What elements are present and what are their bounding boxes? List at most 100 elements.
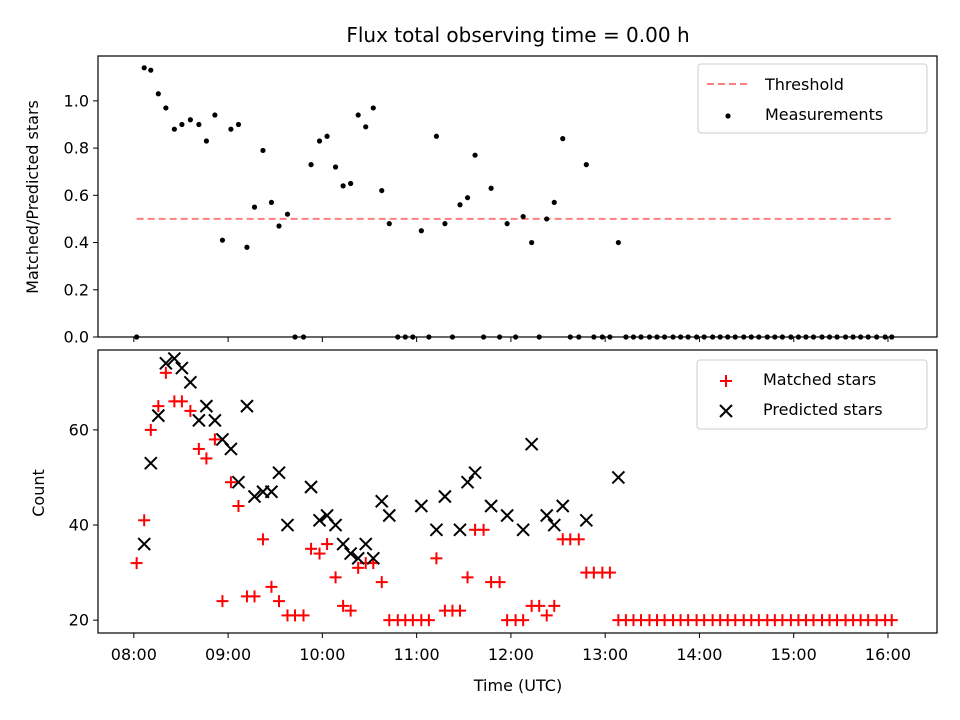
matched-point [272,595,285,608]
predicted-point-b [304,480,318,494]
predicted-point-b [199,399,214,413]
measurement-point [488,185,494,191]
matched-point [461,571,474,584]
predicted-point [382,508,397,523]
measurement-point [163,105,169,111]
matched-point [256,533,269,546]
matched-point [175,395,188,408]
matched-point [344,604,357,617]
measurement-point [529,239,535,246]
measurement-point [179,121,185,128]
predicted-point-b [159,356,173,371]
predicted-point [414,499,429,513]
predicted-point [264,485,279,499]
predicted-point-b [215,432,230,447]
predicted-point-b [359,537,373,551]
top-legend-box [697,63,928,134]
predicted-point-b [460,475,475,489]
top-ytick-label: 0.0 [64,328,89,347]
matched-point [265,580,278,593]
predicted-point-b [429,523,444,537]
bottom-ytick-label: 40 [69,516,89,535]
measurement-point [363,124,369,130]
measurement-point [308,162,314,168]
legend-measurements-marker [725,113,731,119]
predicted-point-b [382,508,397,523]
measurement-point [228,126,234,132]
legend-predicted-marker [719,404,733,418]
predicted-point [224,442,238,456]
measurement-point [418,228,424,234]
predicted-point [247,489,262,504]
matched-point [232,500,245,513]
matched-point [453,604,466,617]
top-ylabel: Matched/Predicted stars [23,100,42,294]
predicted-point-b [579,513,594,527]
xtick-label: 09:00 [205,645,251,664]
predicted-point-b [438,489,452,504]
top-axes: 0.0 0.2 0.4 0.6 0.8 1.0 [64,55,938,347]
xtick-label: 10:00 [299,645,345,664]
predicted-point [453,523,467,537]
measurement-point [520,213,526,220]
predicted-point-b [524,437,539,451]
xtick-label: 11:00 [394,645,440,664]
matched-point [493,576,506,589]
measurement-point [457,202,463,208]
predicted-point-b [240,399,254,413]
matched-point [216,595,229,608]
matched-point [159,366,172,379]
predicted-point [343,546,358,561]
measurement-point [251,204,258,210]
predicted-point [359,537,373,551]
matched-point [130,557,143,570]
measurement-point [464,195,471,201]
bottom-ytick-label: 20 [69,611,89,630]
measurement-point [316,138,323,144]
measurement-point [355,112,361,118]
top-ytick-label: 0.2 [64,280,89,299]
matched-point [313,547,326,560]
predicted-point-b [192,413,206,428]
bottom-axes: 20 40 60 08:00 09:00 10:00 11:00 12:00 13:00 14:0… [69,349,938,664]
measurement-point [187,117,193,123]
matched-point [200,452,213,465]
measurement-point [544,216,550,222]
predicted-point [231,475,246,489]
predicted-point [438,489,452,504]
predicted-point [144,456,158,470]
measurement-point [442,221,448,227]
measurement-point [235,121,242,128]
measurement-point [268,199,275,206]
legend-matched-label: Matched stars [763,370,876,389]
predicted-point [183,375,198,390]
matched-point [321,538,334,551]
predicted-point-b [468,466,482,480]
matched-point [540,609,553,622]
predicted-point-b [611,470,626,485]
predicted-point-b [336,537,350,551]
predicted-point-b [375,494,389,508]
matched-point [517,614,530,627]
predicted-point-b [151,408,166,423]
predicted-point-b [453,523,467,537]
predicted-point-b [208,413,222,428]
predicted-point-b [484,499,498,513]
predicted-point [429,523,444,537]
measurement-point [324,133,330,139]
predicted-point-b [366,551,380,566]
xtick-label: 14:00 [676,645,722,664]
xtick-label: 13:00 [582,645,628,664]
measurement-point [615,239,621,246]
predicted-point [516,523,530,537]
measurement-point [433,133,440,139]
predicted-point-b [272,466,286,480]
predicted-point-b [137,537,151,551]
predicted-point-b [144,456,158,470]
measurement-point [472,152,478,158]
predicted-point-b [320,508,334,523]
matched-point [548,599,561,612]
chart-title: Flux total observing time = 0.00 h [346,23,689,47]
measurement-point [379,187,385,194]
